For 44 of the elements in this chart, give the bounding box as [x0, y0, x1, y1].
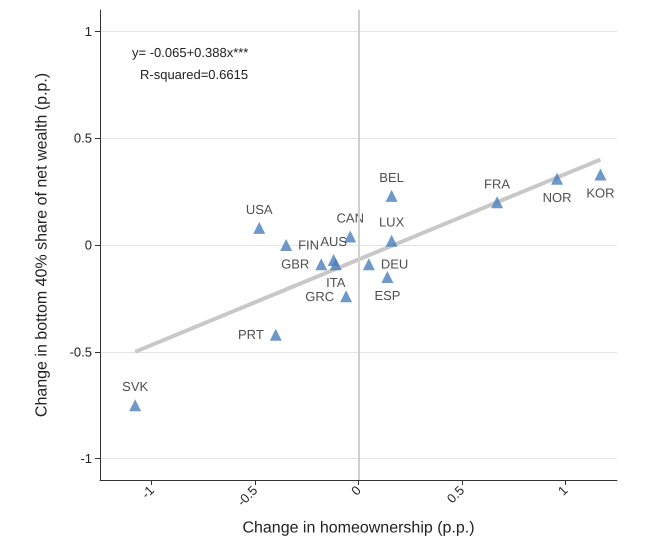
data-label: BEL: [379, 170, 404, 185]
y-axis-title: Change in bottom 40% share of net wealth (p.p.): [34, 72, 50, 418]
data-label: ESP: [374, 288, 400, 304]
y-tick-label: 0: [84, 238, 92, 252]
point: [270, 328, 282, 341]
data-label: NOR: [542, 190, 572, 205]
data-label: FIN: [298, 238, 320, 252]
x-tick-label: -1: [138, 482, 158, 502]
point: [381, 271, 394, 284]
point: [330, 258, 342, 270]
point: [253, 222, 266, 234]
y-tick-label: -0.5: [70, 344, 92, 360]
data-label: FRA: [484, 176, 510, 192]
x-tick-label: 0.5: [444, 482, 468, 506]
point: [362, 258, 375, 270]
x-tick-label: 1: [554, 482, 571, 498]
y-tick-label: -1: [80, 451, 92, 466]
point: [129, 399, 142, 412]
x-tick-label: -0.5: [234, 482, 260, 510]
point: [594, 168, 606, 180]
data-label: GBR: [281, 256, 310, 272]
annotation: R-squared=0.6615: [140, 67, 248, 82]
point: [386, 190, 398, 202]
data-label: AUS: [320, 234, 348, 249]
data-label: LUX: [378, 214, 405, 230]
point: [340, 290, 352, 302]
data-label: KOR: [586, 186, 615, 200]
data-label: PRT: [238, 327, 264, 342]
point: [551, 172, 564, 185]
point: [280, 239, 292, 251]
annotation: y= -0.065+0.388x***: [132, 45, 248, 60]
data-label: GRC: [305, 288, 334, 304]
data-label: SVK: [122, 379, 148, 394]
data-label: USA: [246, 202, 273, 217]
point: [386, 234, 398, 247]
point: [491, 196, 504, 208]
data-label: CAN: [336, 210, 364, 226]
data-label: ITA: [326, 275, 346, 290]
x-tick-label: 0: [348, 482, 364, 498]
point: [315, 258, 328, 270]
x-axis-title: Change in homeownership (p.p.): [242, 520, 475, 536]
y-tick-label: 1: [84, 24, 92, 39]
y-tick-label: 0.5: [74, 130, 92, 146]
data-label: DEU: [380, 256, 408, 272]
